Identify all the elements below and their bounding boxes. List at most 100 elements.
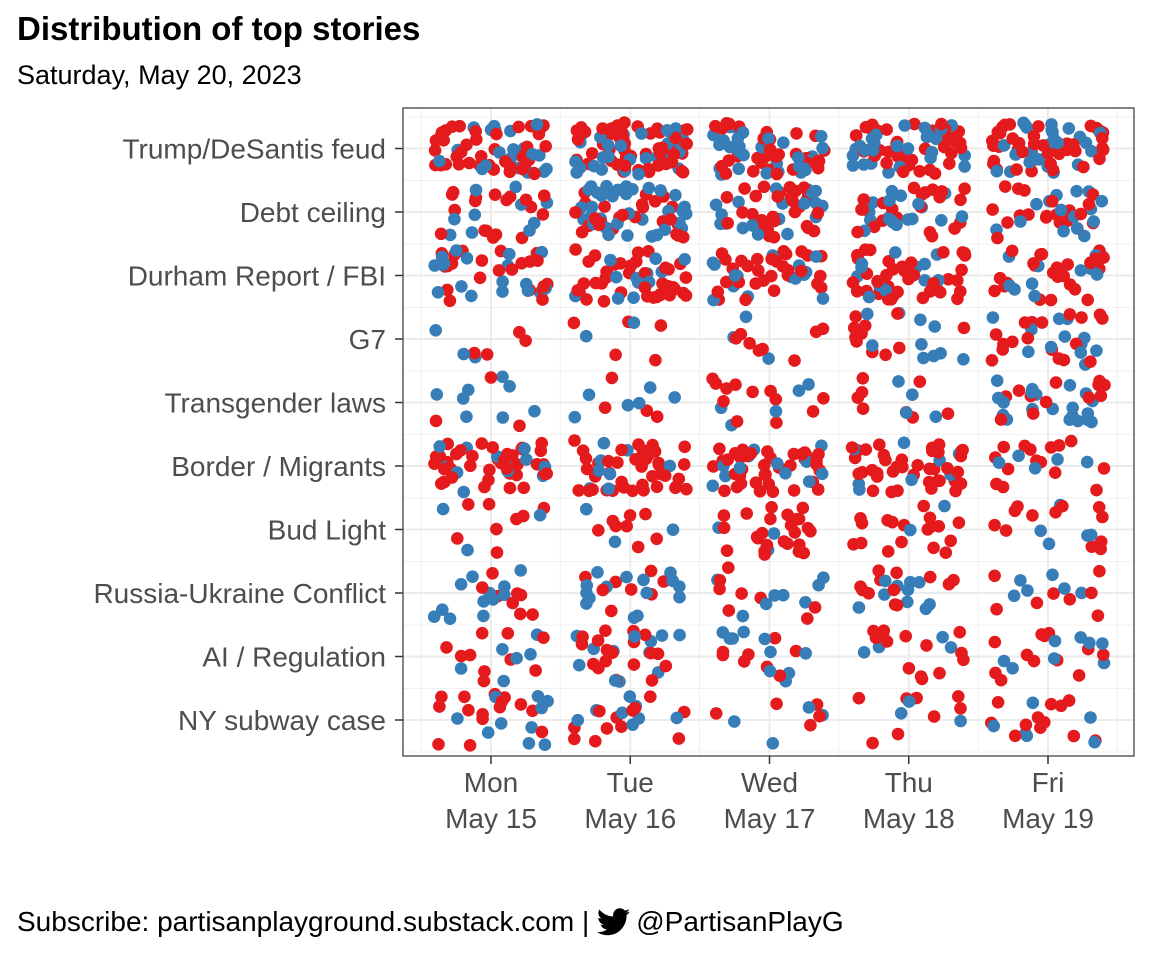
- data-point-red: [670, 228, 683, 241]
- data-point-blue: [596, 151, 610, 164]
- data-point-red: [717, 395, 730, 408]
- data-point-red: [958, 182, 971, 195]
- data-point-blue: [673, 590, 686, 604]
- data-point-red: [893, 341, 906, 355]
- data-point-blue: [739, 310, 753, 324]
- data-point-red: [757, 274, 770, 287]
- data-point-red: [849, 129, 863, 142]
- data-point-blue: [620, 570, 633, 584]
- data-point-red: [717, 521, 731, 535]
- data-point-red: [933, 666, 946, 680]
- data-point-blue: [520, 453, 533, 466]
- data-point-blue: [1026, 696, 1040, 710]
- data-point-blue: [608, 674, 622, 687]
- data-point-blue: [524, 648, 537, 661]
- data-point-red: [514, 588, 528, 602]
- data-point-red: [652, 142, 666, 155]
- data-point-red: [1085, 586, 1098, 600]
- data-point-blue: [540, 162, 553, 176]
- data-point-blue: [853, 483, 866, 496]
- data-point-red: [539, 140, 552, 153]
- data-point-blue: [541, 694, 554, 708]
- data-point-blue: [802, 378, 815, 391]
- data-point-blue: [668, 391, 681, 404]
- data-point-red: [1031, 711, 1045, 724]
- data-point-red: [896, 460, 909, 474]
- data-point-red: [490, 522, 503, 536]
- data-point-blue: [582, 388, 596, 402]
- data-point-red: [532, 127, 546, 141]
- data-point-red: [768, 214, 781, 228]
- data-point-blue: [764, 645, 777, 659]
- data-point-red: [721, 453, 734, 467]
- data-point-red: [438, 462, 451, 476]
- data-point-red: [956, 246, 969, 259]
- data-point-red: [759, 468, 772, 481]
- data-point-red: [1091, 609, 1105, 622]
- data-point-blue: [469, 183, 483, 197]
- data-point-red: [1093, 564, 1106, 578]
- data-point-red: [1008, 729, 1022, 743]
- data-point-red: [600, 722, 614, 735]
- data-point-blue: [737, 148, 750, 162]
- data-point-blue: [855, 260, 868, 274]
- data-point-red: [469, 194, 482, 208]
- data-point-blue: [1079, 136, 1093, 150]
- data-point-blue: [708, 258, 721, 271]
- data-point-red: [770, 416, 783, 430]
- data-point-red: [1044, 441, 1058, 454]
- data-point-red: [880, 123, 893, 136]
- data-point-blue: [1025, 277, 1039, 291]
- data-point-blue: [1054, 203, 1068, 217]
- data-point-red: [492, 264, 506, 277]
- data-point-red: [593, 704, 606, 718]
- data-point-red: [458, 690, 471, 704]
- data-point-red: [762, 477, 776, 491]
- data-point-red: [599, 624, 612, 637]
- data-point-red: [677, 286, 690, 300]
- data-point-red: [1024, 443, 1037, 456]
- data-point-red: [706, 372, 719, 386]
- data-point-red: [891, 727, 905, 741]
- data-point-blue: [507, 143, 520, 156]
- data-point-red: [615, 443, 628, 457]
- data-point-blue: [751, 228, 765, 241]
- data-point-red: [765, 501, 778, 514]
- data-point-red: [597, 295, 611, 308]
- data-point-blue: [642, 181, 656, 195]
- data-point-red: [535, 725, 549, 739]
- data-point-blue: [443, 612, 457, 625]
- data-point-blue: [846, 159, 860, 172]
- data-point-blue: [890, 139, 904, 153]
- data-point-red: [743, 337, 756, 350]
- data-point-red: [928, 167, 942, 180]
- data-point-red: [943, 157, 956, 170]
- data-point-red: [1064, 434, 1078, 448]
- data-point-red: [618, 159, 632, 173]
- data-point-blue: [766, 737, 780, 750]
- data-point-blue: [451, 712, 464, 725]
- data-point-blue: [944, 641, 958, 654]
- data-point-blue: [1022, 345, 1035, 359]
- data-point-red: [722, 117, 736, 131]
- x-tick-label-date: May 15: [445, 803, 537, 834]
- data-point-blue: [428, 259, 442, 272]
- data-point-red: [740, 507, 753, 520]
- data-point-red: [571, 284, 584, 297]
- data-point-blue: [621, 398, 635, 412]
- data-point-red: [663, 288, 676, 302]
- data-point-red: [921, 523, 935, 536]
- data-point-blue: [640, 586, 653, 600]
- data-point-blue: [1075, 586, 1088, 600]
- data-point-red: [535, 436, 548, 450]
- data-point-red: [478, 480, 491, 494]
- data-point-blue: [461, 543, 474, 557]
- data-point-red: [990, 477, 1003, 491]
- data-point-red: [664, 213, 677, 226]
- data-point-red: [763, 143, 777, 156]
- data-point-red: [773, 669, 787, 682]
- data-point-red: [985, 354, 999, 367]
- data-point-red: [720, 382, 733, 395]
- data-point-red: [939, 546, 953, 559]
- data-point-red: [881, 545, 895, 558]
